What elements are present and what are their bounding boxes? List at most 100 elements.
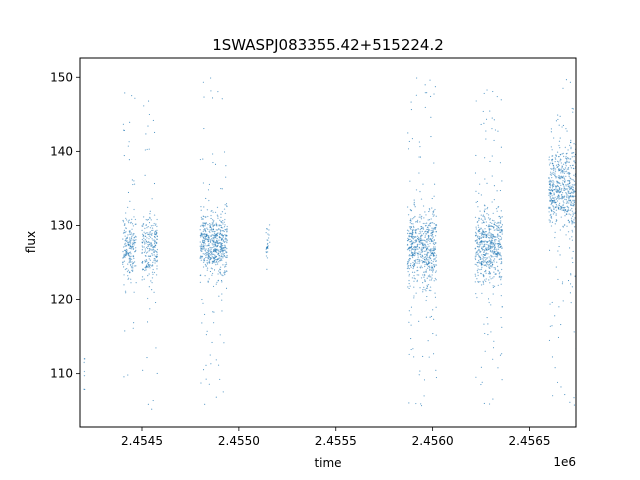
data-point xyxy=(570,274,572,276)
data-point xyxy=(152,119,154,121)
data-point xyxy=(571,257,573,259)
data-point xyxy=(215,261,217,263)
data-point xyxy=(564,167,567,169)
data-point xyxy=(124,256,126,258)
data-point xyxy=(156,372,158,375)
data-point xyxy=(419,230,421,233)
data-point xyxy=(477,224,479,226)
data-point xyxy=(407,132,409,134)
data-point xyxy=(216,225,218,227)
data-point xyxy=(572,222,574,224)
data-point xyxy=(155,347,157,349)
data-point xyxy=(501,231,503,233)
data-point xyxy=(549,220,552,222)
data-point xyxy=(477,280,479,283)
data-point xyxy=(483,251,485,254)
data-point xyxy=(573,205,575,207)
data-point xyxy=(497,205,500,208)
data-point xyxy=(571,239,574,241)
data-point xyxy=(566,195,568,197)
data-point xyxy=(478,246,480,248)
data-point xyxy=(123,266,125,268)
data-point xyxy=(128,241,130,244)
data-point xyxy=(474,231,477,234)
data-point xyxy=(497,233,499,235)
data-point xyxy=(562,183,564,185)
data-point xyxy=(83,361,85,364)
data-point xyxy=(550,225,553,227)
data-point xyxy=(501,216,503,218)
data-point xyxy=(124,250,127,252)
data-point xyxy=(127,269,129,271)
data-point xyxy=(127,220,129,222)
data-point xyxy=(484,260,486,262)
data-point xyxy=(549,184,551,186)
data-point xyxy=(220,234,223,236)
data-point xyxy=(425,222,428,224)
data-point xyxy=(493,139,495,141)
data-point xyxy=(477,274,479,277)
data-point xyxy=(130,248,132,250)
data-point xyxy=(571,178,573,181)
data-point xyxy=(565,213,568,215)
data-point xyxy=(564,181,566,183)
data-point xyxy=(551,168,553,170)
data-point xyxy=(480,366,482,368)
data-point xyxy=(567,180,569,182)
data-point xyxy=(413,254,415,257)
data-point xyxy=(204,216,207,218)
data-point xyxy=(497,243,500,245)
data-point xyxy=(214,230,216,233)
data-point xyxy=(151,248,153,251)
data-point xyxy=(564,394,566,396)
data-point xyxy=(219,236,222,239)
data-point xyxy=(145,269,147,271)
data-point xyxy=(419,370,421,372)
data-point xyxy=(416,279,418,281)
data-point xyxy=(133,242,136,244)
data-point xyxy=(433,222,435,225)
data-point xyxy=(209,270,211,273)
data-point xyxy=(482,280,484,282)
data-point xyxy=(484,240,486,242)
data-point xyxy=(482,273,484,276)
data-point xyxy=(567,185,569,187)
data-point xyxy=(129,259,131,261)
data-point xyxy=(408,255,410,257)
data-point xyxy=(435,254,438,256)
data-point xyxy=(553,208,555,210)
data-point xyxy=(488,261,490,264)
data-point xyxy=(124,245,126,247)
data-point xyxy=(213,242,215,244)
data-point xyxy=(420,249,423,252)
data-point xyxy=(560,205,562,208)
data-point xyxy=(420,232,422,234)
data-point xyxy=(155,260,157,262)
data-point xyxy=(572,111,574,113)
data-point xyxy=(410,232,412,235)
data-point xyxy=(421,266,423,269)
data-point xyxy=(561,170,563,173)
data-point xyxy=(207,257,210,259)
data-point xyxy=(148,222,151,224)
data-point xyxy=(552,173,554,175)
data-point xyxy=(486,249,488,252)
data-point xyxy=(146,260,148,262)
data-point xyxy=(568,200,570,202)
data-point xyxy=(418,246,420,249)
data-point xyxy=(429,222,432,224)
data-point xyxy=(568,202,570,204)
data-point xyxy=(548,189,550,191)
data-point xyxy=(570,167,572,169)
data-point xyxy=(219,232,221,234)
data-point xyxy=(224,218,226,221)
data-point xyxy=(480,123,482,125)
data-point xyxy=(205,233,207,236)
data-point xyxy=(222,219,224,222)
data-point xyxy=(569,158,572,160)
data-point xyxy=(418,216,420,218)
data-point xyxy=(573,174,575,176)
data-point xyxy=(150,265,153,267)
data-point xyxy=(207,235,209,237)
data-point xyxy=(424,280,426,283)
